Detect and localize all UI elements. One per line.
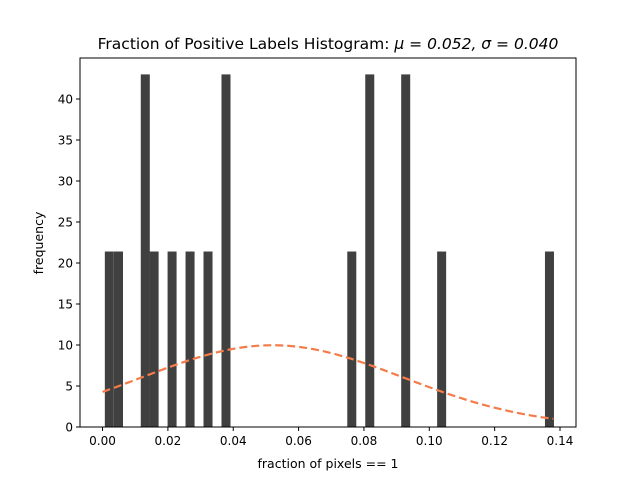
histogram-bar-3 [149, 251, 159, 427]
y-tick-label: 30 [58, 174, 73, 188]
histogram-bar-5 [185, 251, 195, 427]
histogram-bar-11 [437, 251, 447, 427]
x-tick-label: 0.10 [416, 434, 443, 448]
y-tick-label: 35 [58, 133, 73, 147]
histogram-bar-12 [544, 251, 554, 427]
y-tick-label: 10 [58, 338, 73, 352]
histogram-bar-2 [140, 74, 150, 428]
bars-group [104, 74, 554, 428]
y-tick-label: 0 [65, 420, 73, 434]
y-tick-label: 15 [58, 297, 73, 311]
x-tick-label: 0.14 [547, 434, 574, 448]
x-axis-ticks: 0.00 0.02 0.04 0.06 0.08 0.10 0.12 0.14 [89, 427, 573, 448]
histogram-bar-1 [113, 251, 123, 427]
y-axis-label: frequency [31, 211, 46, 274]
x-tick-label: 0.12 [481, 434, 508, 448]
y-tick-label: 5 [65, 379, 73, 393]
histogram-bar-0 [104, 251, 114, 427]
histogram-bar-8 [347, 251, 357, 427]
histogram-bar-4 [167, 251, 177, 427]
x-tick-label: 0.08 [351, 434, 378, 448]
x-tick-label: 0.06 [285, 434, 312, 448]
gaussian-fit-curve [102, 344, 554, 420]
histogram-bar-9 [365, 74, 375, 428]
plot-frame [79, 57, 577, 428]
histogram-bar-10 [401, 74, 411, 428]
y-tick-label: 20 [58, 256, 73, 270]
y-tick-label: 25 [58, 215, 73, 229]
chart-title-text: Fraction of Positive Labels Histogram [98, 35, 385, 53]
x-axis-label: fraction of pixels == 1 [258, 456, 399, 471]
y-axis-ticks: 0 5 10 15 20 25 30 35 40 [58, 92, 80, 434]
x-tick-label: 0.04 [220, 434, 247, 448]
histogram-bar-7 [221, 74, 231, 428]
chart-title-stats: μ = 0.052, σ = 0.040 [393, 35, 558, 53]
y-tick-label: 40 [58, 92, 73, 106]
histogram-bar-6 [203, 251, 213, 427]
x-tick-label: 0.02 [155, 434, 182, 448]
x-tick-label: 0.00 [89, 434, 116, 448]
chart-title: Fraction of Positive Labels Histogram: μ… [98, 35, 559, 53]
